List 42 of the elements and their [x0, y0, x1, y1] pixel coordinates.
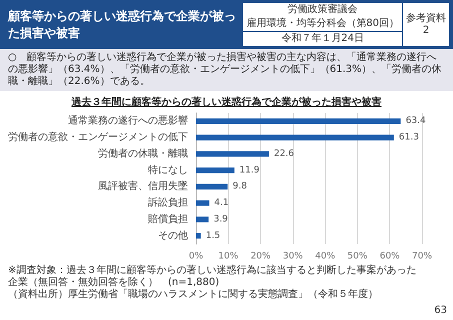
bar	[196, 118, 401, 124]
x-tick-label: 40%	[315, 252, 336, 262]
text: 63	[434, 305, 447, 316]
x-tick-label: 0%	[188, 252, 204, 262]
text: ※調査対象：過去３年間に顧客等からの著しい迷惑行為に該当すると判断した事案があった企業（無回答・無効回答を除く） (n=1,880)	[8, 265, 418, 288]
text: ○ 顧客等からの著しい迷惑行為で企業が被った損害や被害の主な内容は、「通常業務の遂行への悪影響」（63.4%）、「労働者の意欲・エンゲージメントの低下」（61.3%）、「労働者の休職・離職」（22.6%）である。	[0, 49, 453, 91]
x-tick-label: 20%	[250, 252, 272, 262]
data-label: 1.5	[206, 230, 220, 241]
y-tick-label: 特になし	[148, 164, 188, 176]
bar	[196, 200, 210, 206]
x-tick-label: 50%	[347, 252, 368, 262]
y-tick-label: 労働者の休職・離職	[98, 147, 188, 160]
y-tick-label: 訴訟負担	[148, 196, 188, 209]
data-label: 11.9	[239, 165, 260, 176]
x-tick-label: 70%	[412, 252, 432, 262]
bar	[196, 134, 394, 140]
y-tick-label: その他	[158, 229, 188, 242]
bar	[196, 184, 228, 190]
x-tick-label: 60%	[380, 252, 400, 262]
bar	[196, 151, 269, 157]
data-label: 61.3	[398, 132, 419, 143]
data-label: 63.4	[406, 116, 426, 126]
data-label: 4.1	[214, 198, 229, 208]
text: （資料出所）厚生労働省「職場のハラスメントに関する実態調査」（令和５年度）	[8, 289, 379, 301]
data-label: 22.6	[274, 148, 294, 159]
text: 労働政策審議会	[286, 3, 359, 17]
data-label: 9.8	[232, 182, 248, 192]
chart-subtitle: 過去３年間に顧客等からの著しい迷惑行為で企業が被った損害や被害	[70, 95, 382, 109]
text: 令和７年１月24日	[243, 31, 402, 46]
x-tick-label: 30%	[282, 252, 304, 262]
y-tick-label: 労働者の意欲・エンゲージメントの低下	[8, 131, 188, 144]
x-tick-label: 10%	[218, 252, 239, 262]
text: 参考資料 2	[405, 12, 447, 38]
y-tick-label: 風評被害、信用失墜	[98, 180, 188, 192]
bar	[196, 168, 234, 174]
chart-title: 顧客等からの著しい迷惑行為で企業が被った損害や被害	[8, 8, 237, 42]
data-label: 3.9	[214, 214, 228, 224]
bar	[196, 233, 201, 239]
bar	[196, 216, 209, 222]
y-tick-label: 通常業務の遂行への悪影響	[68, 114, 188, 127]
y-tick-label: 賠償負担	[148, 212, 188, 225]
text: 雇用環境・均等分科会（第80回）	[245, 17, 400, 31]
